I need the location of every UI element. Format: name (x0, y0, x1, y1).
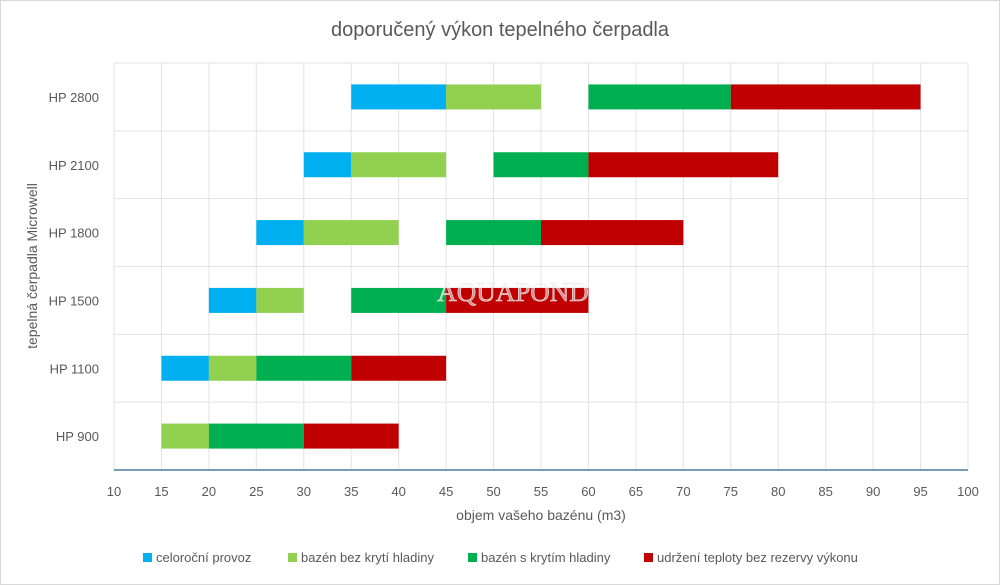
legend-label: celoroční provoz (156, 550, 251, 565)
x-tick-label: 55 (534, 484, 548, 499)
legend-label: bazén s krytím hladiny (481, 550, 611, 565)
x-tick-label: 100 (957, 484, 979, 499)
bar-segment (351, 287, 447, 313)
legend-swatch (468, 553, 477, 562)
bar-segment (256, 220, 304, 246)
x-tick-label: 70 (676, 484, 690, 499)
bar-segment (588, 152, 779, 178)
bar-segment (730, 84, 921, 110)
x-tick-label: 65 (629, 484, 643, 499)
y-tick-label: HP 1500 (49, 293, 99, 308)
y-tick-label: HP 1100 (50, 361, 99, 376)
bar-segment (493, 152, 589, 178)
x-tick-label: 50 (486, 484, 500, 499)
x-tick-label: 30 (297, 484, 311, 499)
x-tick-label: 20 (202, 484, 216, 499)
x-tick-label: 95 (913, 484, 927, 499)
y-axis-label: tepelná čerpadla Microwell (24, 183, 40, 349)
bar-segment (208, 355, 257, 381)
bar-segment (208, 287, 257, 313)
bar-segment (351, 152, 447, 178)
x-tick-label: 60 (581, 484, 595, 499)
x-tick-label: 15 (154, 484, 168, 499)
legend-swatch (644, 553, 653, 562)
x-tick-label: 45 (439, 484, 453, 499)
x-tick-label: 80 (771, 484, 785, 499)
x-axis-label: objem vašeho bazénu (m3) (456, 507, 626, 523)
legend-label: udržení teploty bez rezervy výkonu (657, 550, 858, 565)
legend-label: bazén bez krytí hladiny (301, 550, 434, 565)
x-tick-label: 35 (344, 484, 358, 499)
x-tick-label: 10 (107, 484, 121, 499)
bar-segment (303, 423, 399, 449)
bar-segment (446, 220, 541, 246)
bar-segment (256, 355, 352, 381)
x-tick-label: 85 (818, 484, 832, 499)
legend-swatch (288, 553, 297, 562)
bar-segment (303, 220, 399, 246)
bar-segment (161, 423, 209, 449)
bar-segment (208, 423, 304, 449)
x-tick-label: 40 (391, 484, 405, 499)
bar-segment (588, 84, 731, 110)
bar-segment (446, 287, 589, 313)
y-tick-label: HP 900 (56, 429, 99, 444)
x-tick-label: 25 (249, 484, 263, 499)
y-tick-label: HP 1800 (49, 226, 99, 241)
bar-segment (161, 355, 209, 381)
legend-swatch (143, 553, 152, 562)
bar-segment (351, 84, 447, 110)
bar-segment (351, 355, 447, 381)
watermark: AQUAPOND (437, 277, 589, 307)
chart-title: doporučený výkon tepelného čerpadla (331, 19, 670, 41)
bar-segment (446, 84, 541, 110)
x-tick-label: 90 (866, 484, 880, 499)
bar-segment (541, 220, 684, 246)
y-tick-label: HP 2800 (49, 90, 99, 105)
y-tick-label: HP 2100 (49, 158, 99, 173)
bar-segment (303, 152, 352, 178)
bar-segment (256, 287, 304, 313)
x-tick-label: 75 (724, 484, 738, 499)
